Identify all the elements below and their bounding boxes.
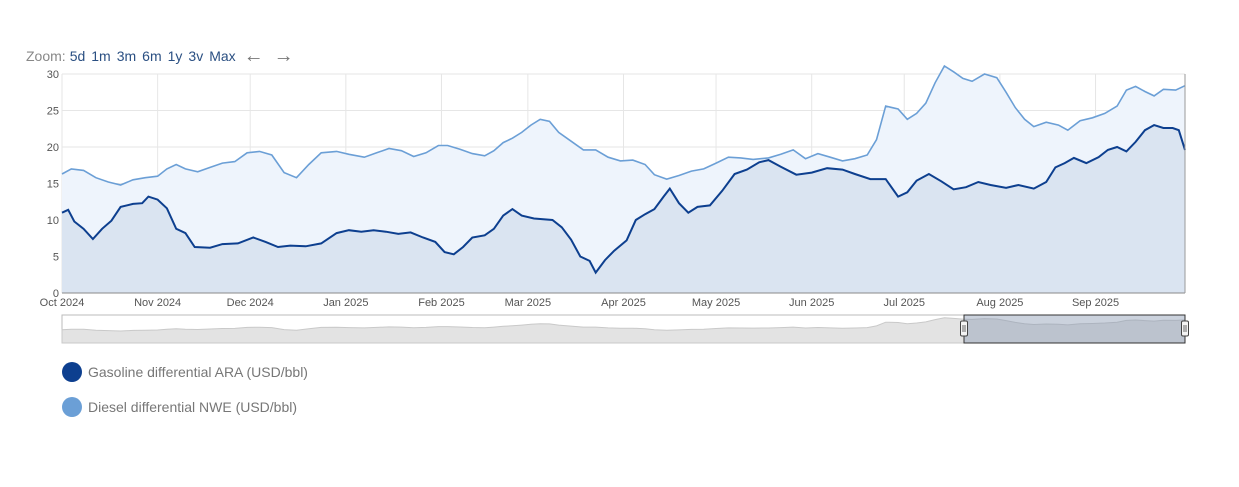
chart-axes: 0 5 10 15 20 25 30 Oct 2024 Nov 2024 Dec 2024 Jan … — [40, 69, 1186, 309]
x-tick-label: Dec 2024 — [227, 297, 274, 309]
gasoline-area — [62, 125, 1185, 293]
zoom-1m-button[interactable]: 1m — [91, 48, 111, 64]
arrow-right-icon[interactable]: → — [273, 45, 294, 67]
chart-areas — [62, 66, 1185, 293]
navigator[interactable] — [61, 314, 1189, 344]
x-tick-label: Feb 2025 — [418, 297, 464, 309]
x-tick-label: May 2025 — [692, 297, 740, 309]
gasoline-line — [61, 124, 1186, 275]
legend-item-diesel[interactable]: Diesel differential NWE (USD/bbl) — [62, 395, 308, 419]
zoom-3m-button[interactable]: 3m — [116, 48, 137, 64]
y-tick-label: 5 — [53, 252, 59, 264]
legend: Gasoline differential ARA (USD/bbl) Dies… — [62, 360, 308, 430]
legend-item-gasoline[interactable]: Gasoline differential ARA (USD/bbl) — [62, 360, 308, 384]
y-tick-label: 20 — [47, 142, 59, 154]
zoom-label: Zoom: — [26, 48, 66, 64]
x-tick-label: Oct 2024 — [40, 297, 85, 309]
legend-dot-diesel — [62, 397, 82, 417]
legend-dot-gasoline — [62, 362, 82, 382]
zoom-bar: Zoom: 5d 1m 3m 6m 1y 3v Max ← → — [26, 46, 302, 66]
diesel-line — [61, 64, 1186, 186]
navigator-right-handle[interactable] — [1181, 320, 1189, 337]
navigator-series — [61, 317, 1186, 344]
zoom-3v-button[interactable]: 3v — [188, 48, 204, 64]
x-tick-label: Aug 2025 — [976, 297, 1023, 309]
zoom-5d-button[interactable]: 5d — [69, 48, 86, 64]
x-tick-label: Mar 2025 — [505, 297, 551, 309]
navigator-selection — [963, 314, 1186, 344]
y-tick-label: 15 — [47, 179, 59, 191]
zoom-1y-button[interactable]: 1y — [167, 48, 183, 64]
zoom-6m-button[interactable]: 6m — [142, 48, 162, 64]
x-tick-label: Jul 2025 — [883, 297, 925, 309]
legend-label-gasoline: Gasoline differential ARA (USD/bbl) — [88, 364, 308, 380]
arrow-left-icon[interactable]: ← — [243, 45, 264, 67]
navigator-left-handle[interactable] — [960, 320, 968, 337]
chart-lines — [61, 64, 1186, 275]
x-tick-label: Nov 2024 — [134, 297, 181, 309]
x-tick-label: Jun 2025 — [789, 297, 834, 309]
legend-label-diesel: Diesel differential NWE (USD/bbl) — [88, 399, 298, 415]
zoom-max-button[interactable]: Max — [209, 48, 236, 64]
y-tick-label: 0 — [53, 288, 59, 300]
y-tick-label: 10 — [47, 215, 59, 227]
y-tick-label: 30 — [47, 69, 59, 81]
x-tick-label: Apr 2025 — [601, 297, 646, 309]
x-tick-label: Sep 2025 — [1072, 297, 1119, 309]
y-tick-label: 25 — [47, 106, 59, 118]
x-tick-label: Jan 2025 — [323, 297, 368, 309]
